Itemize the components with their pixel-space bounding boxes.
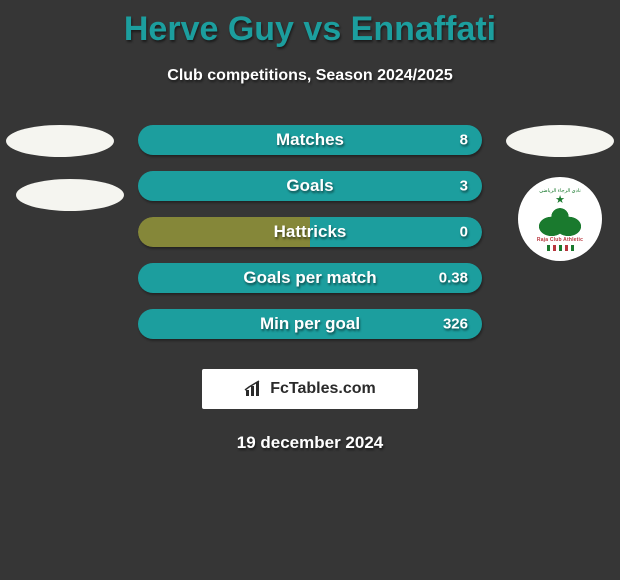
stat-bar: Hattricks 0 [138, 217, 482, 247]
stat-bars: Matches 8 Goals 3 Hattricks 0 Goals per match 0… [138, 125, 482, 339]
season-subtitle: Club competitions, Season 2024/2025 [0, 67, 620, 85]
stat-value-right: 0.38 [439, 270, 468, 287]
fctables-badge[interactable]: FcTables.com [202, 369, 418, 409]
stat-bar: Matches 8 [138, 125, 482, 155]
bar-chart-icon [244, 380, 264, 398]
fctables-label: FcTables.com [270, 380, 376, 398]
right-club-logo: نادي الرجاء الرياضي ★ Raja Club Athletic [518, 177, 602, 261]
stat-value-right: 8 [460, 132, 468, 149]
comparison-panel: نادي الرجاء الرياضي ★ Raja Club Athletic… [0, 125, 620, 339]
left-badge-1 [6, 125, 114, 157]
left-badge-2 [16, 179, 124, 211]
stat-label: Matches [276, 130, 344, 150]
comparison-title: Herve Guy vs Ennaffati [0, 0, 620, 49]
club-name-text: Raja Club Athletic [537, 237, 583, 243]
stat-label: Goals per match [243, 268, 376, 288]
stat-label: Min per goal [260, 314, 360, 334]
stat-value-right: 3 [460, 178, 468, 195]
right-badge-1 [506, 125, 614, 157]
stat-bar: Min per goal 326 [138, 309, 482, 339]
stat-value-right: 0 [460, 224, 468, 241]
stat-value-right: 326 [443, 316, 468, 333]
stat-bar: Goals 3 [138, 171, 482, 201]
club-stripes [547, 245, 574, 251]
stat-label: Goals [286, 176, 333, 196]
stat-bar: Goals per match 0.38 [138, 263, 482, 293]
stat-label: Hattricks [274, 222, 347, 242]
eagle-icon [539, 204, 581, 236]
snapshot-date: 19 december 2024 [0, 433, 620, 453]
